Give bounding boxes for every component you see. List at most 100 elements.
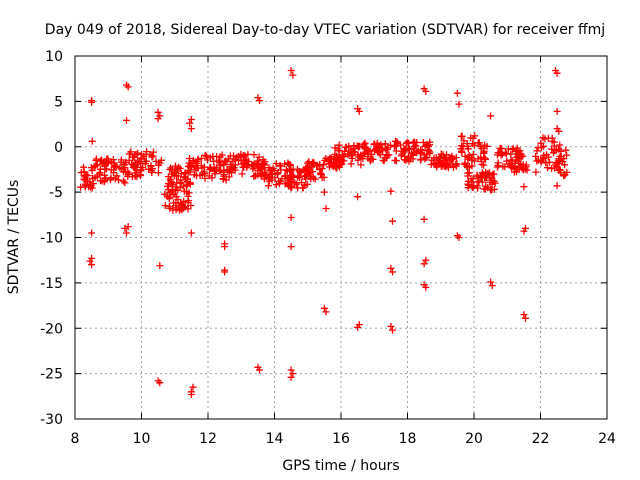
- data-point: [392, 147, 400, 155]
- data-point: [512, 156, 520, 164]
- chart-title: Day 049 of 2018, Sidereal Day-to-day VTE…: [45, 22, 605, 38]
- data-point: [189, 158, 197, 166]
- data-point: [303, 180, 311, 188]
- data-point: [546, 158, 553, 166]
- data-point: [421, 142, 429, 150]
- data-point: [128, 160, 136, 168]
- data-point: [522, 314, 529, 322]
- data-point: [95, 170, 103, 178]
- data-point: [400, 145, 408, 153]
- data-point: [201, 174, 209, 182]
- data-point: [121, 224, 129, 232]
- data-point: [458, 147, 465, 155]
- data-point: [104, 155, 112, 163]
- data-point: [490, 185, 498, 193]
- data-point: [215, 158, 223, 166]
- data-point: [532, 168, 540, 176]
- data-point: [150, 148, 157, 156]
- data-point: [286, 179, 294, 187]
- data-point: [452, 162, 460, 170]
- data-point: [184, 192, 192, 200]
- data-point: [281, 160, 289, 168]
- x-tick-label: 24: [598, 431, 616, 447]
- data-point: [123, 229, 130, 237]
- data-point: [133, 173, 141, 181]
- y-tick-label: -15: [40, 276, 63, 292]
- x-tick-label: 8: [71, 431, 80, 447]
- data-point: [556, 141, 564, 149]
- data-point: [261, 170, 269, 178]
- data-point: [563, 168, 571, 176]
- x-tick-label: 18: [399, 431, 417, 447]
- data-point: [466, 154, 474, 162]
- data-point: [239, 163, 247, 171]
- data-point: [225, 173, 233, 181]
- data-point: [458, 132, 466, 140]
- data-point: [137, 160, 145, 168]
- data-point: [287, 183, 295, 191]
- data-point: [469, 134, 477, 142]
- data-point: [503, 157, 511, 165]
- data-point: [176, 206, 184, 214]
- data-point: [487, 112, 495, 120]
- y-axis-label: SDTVAR / TECUs: [6, 180, 22, 295]
- data-point: [331, 144, 339, 152]
- data-point: [221, 243, 229, 251]
- data-point: [189, 383, 197, 391]
- data-point: [491, 179, 499, 187]
- data-point: [519, 166, 527, 174]
- data-point: [490, 170, 498, 178]
- data-point: [183, 181, 191, 189]
- data-point: [417, 156, 424, 164]
- data-point: [124, 223, 132, 231]
- data-point: [255, 163, 263, 171]
- data-point: [254, 171, 262, 179]
- data-point: [499, 150, 506, 158]
- data-point: [469, 175, 477, 183]
- data-point: [544, 164, 551, 172]
- data-point: [320, 188, 328, 196]
- data-point: [287, 243, 295, 251]
- data-point: [124, 83, 132, 91]
- data-point: [287, 214, 295, 221]
- data-point: [221, 268, 229, 276]
- x-tick-label: 22: [532, 431, 550, 447]
- data-point: [298, 179, 306, 187]
- data-points: [77, 67, 571, 398]
- data-point: [156, 262, 164, 270]
- data-point: [520, 183, 528, 191]
- data-point: [381, 140, 389, 148]
- data-point: [358, 152, 366, 160]
- data-point: [483, 142, 491, 150]
- data-point: [89, 180, 97, 188]
- data-point: [495, 149, 503, 157]
- data-point: [551, 147, 558, 155]
- data-point: [518, 165, 526, 173]
- data-point: [423, 153, 431, 161]
- data-point: [360, 142, 368, 150]
- data-point: [543, 151, 550, 159]
- data-point: [422, 283, 430, 291]
- x-tick-label: 14: [266, 431, 284, 447]
- data-point: [422, 87, 430, 95]
- data-point: [563, 151, 571, 159]
- data-point: [250, 151, 258, 159]
- data-point: [264, 182, 272, 190]
- data-point: [482, 155, 489, 163]
- data-point: [317, 169, 325, 177]
- data-point: [345, 150, 353, 158]
- data-point: [155, 161, 162, 169]
- data-point: [287, 366, 295, 374]
- data-point: [125, 170, 133, 178]
- data-point: [475, 139, 483, 147]
- data-point: [354, 323, 362, 331]
- data-point: [294, 172, 302, 180]
- data-point: [206, 166, 214, 174]
- data-point: [268, 170, 275, 178]
- data-point: [107, 174, 115, 182]
- data-point: [229, 165, 237, 173]
- data-point: [265, 177, 273, 185]
- data-point: [488, 282, 496, 290]
- data-point: [121, 164, 129, 172]
- data-point: [196, 172, 204, 179]
